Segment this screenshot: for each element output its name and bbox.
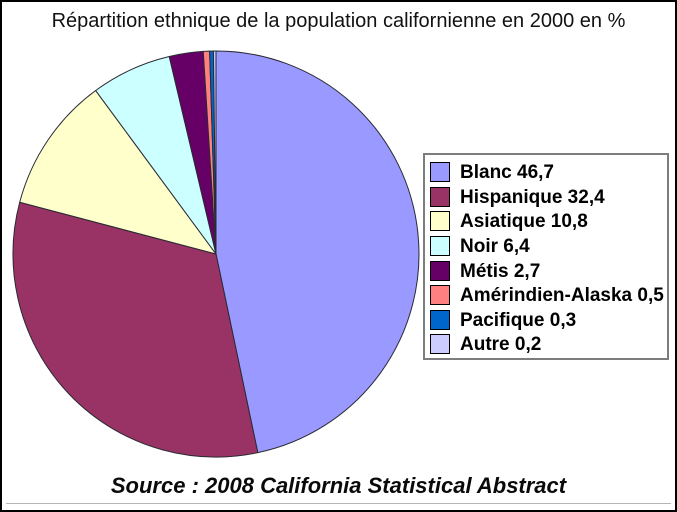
legend-swatch-noir (430, 236, 450, 257)
legend-item-autre: Autre 0,2 (430, 332, 661, 357)
legend-item-metis: Métis 2,7 (430, 258, 661, 283)
legend-swatch-autre (430, 334, 450, 355)
legend-swatch-pacifique (430, 309, 450, 330)
legend-item-pacifique: Pacifique 0,3 (430, 308, 661, 333)
pie-slice-blanc (215, 50, 420, 454)
legend-item-noir: Noir 6,4 (430, 234, 661, 259)
legend-swatch-metis (430, 260, 450, 281)
pie-slice-autre (212, 50, 217, 255)
legend-label: Amérindien-Alaska 0,5 (460, 285, 664, 307)
legend-label: Autre 0,2 (460, 334, 542, 356)
pie-slice-hispanique (12, 201, 259, 458)
legend-item-asiatique: Asiatique 10,8 (430, 209, 661, 234)
legend-label: Pacifique 0,3 (460, 309, 577, 331)
chart-title: Répartition ethnique de la population ca… (51, 10, 626, 32)
legend-label: Blanc 46,7 (460, 162, 554, 184)
legend-label: Noir 6,4 (460, 236, 530, 258)
legend-item-blanc: Blanc 46,7 (430, 160, 661, 185)
pie-slice-asiatique (19, 90, 217, 255)
legend: Blanc 46,7 Hispanique 32,4 Asiatique 10,… (423, 153, 669, 360)
legend-swatch-hispanique (430, 186, 450, 207)
legend-item-hispanique: Hispanique 32,4 (430, 185, 661, 210)
legend-item-amerindien-alaska: Amérindien-Alaska 0,5 (430, 283, 664, 308)
legend-label: Asiatique 10,8 (460, 211, 588, 233)
bottom-rule (6, 503, 671, 504)
legend-swatch-blanc (430, 162, 450, 183)
legend-label: Hispanique 32,4 (460, 186, 605, 208)
pie-chart (12, 50, 420, 458)
legend-swatch-amerindien-alaska (430, 285, 450, 306)
legend-label: Métis 2,7 (460, 260, 541, 282)
source-caption: Source : 2008 California Statistical Abs… (110, 473, 567, 498)
legend-swatch-asiatique (430, 211, 450, 232)
